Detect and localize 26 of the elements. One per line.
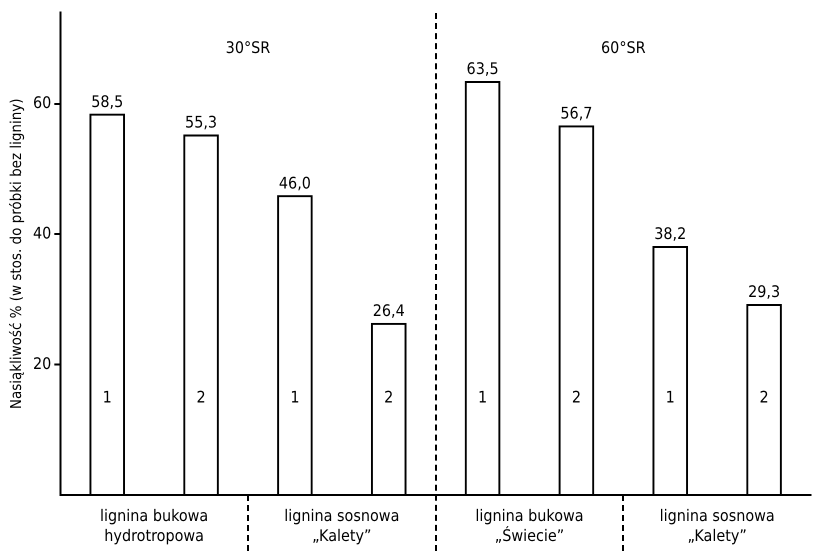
x-tick-label: 2	[384, 388, 394, 407]
data-label: 58,5	[91, 92, 124, 111]
y-tick-label: 40	[33, 223, 52, 242]
annotation: 30°SR	[226, 38, 270, 57]
y-tick-label: 60	[33, 93, 52, 112]
data-label: 55,3	[185, 112, 218, 132]
x-tick-label: 2	[572, 388, 581, 407]
data-label: 38,2	[654, 224, 686, 244]
text: lignina bukowa „Świecie”	[475, 506, 584, 546]
x-tick-label: 2	[196, 388, 206, 407]
data-label: 46,0	[278, 173, 311, 192]
text: lignina bukowa hydrotropowa	[100, 506, 208, 546]
text: lignina sosnowa „Kalety”	[284, 506, 400, 546]
y-axis-title: Nasiąkliwość % (w stos. do próbki bez ligniny)	[6, 98, 25, 410]
x-tick-label: 1	[478, 388, 488, 407]
data-label: 29,3	[748, 282, 780, 302]
annotation: 60°SR	[601, 38, 646, 57]
data-label: 26,4	[372, 301, 405, 320]
x-tick-label: 1	[666, 388, 675, 407]
data-label: 63,5	[466, 59, 499, 78]
data-label: 56,7	[560, 104, 592, 123]
y-tick-label: 20	[33, 354, 52, 373]
x-tick-label: 1	[102, 388, 112, 407]
text: lignina sosnowa „Kalety”	[660, 506, 775, 546]
x-tick-label: 2	[760, 388, 769, 407]
x-tick-label: 1	[290, 388, 300, 407]
